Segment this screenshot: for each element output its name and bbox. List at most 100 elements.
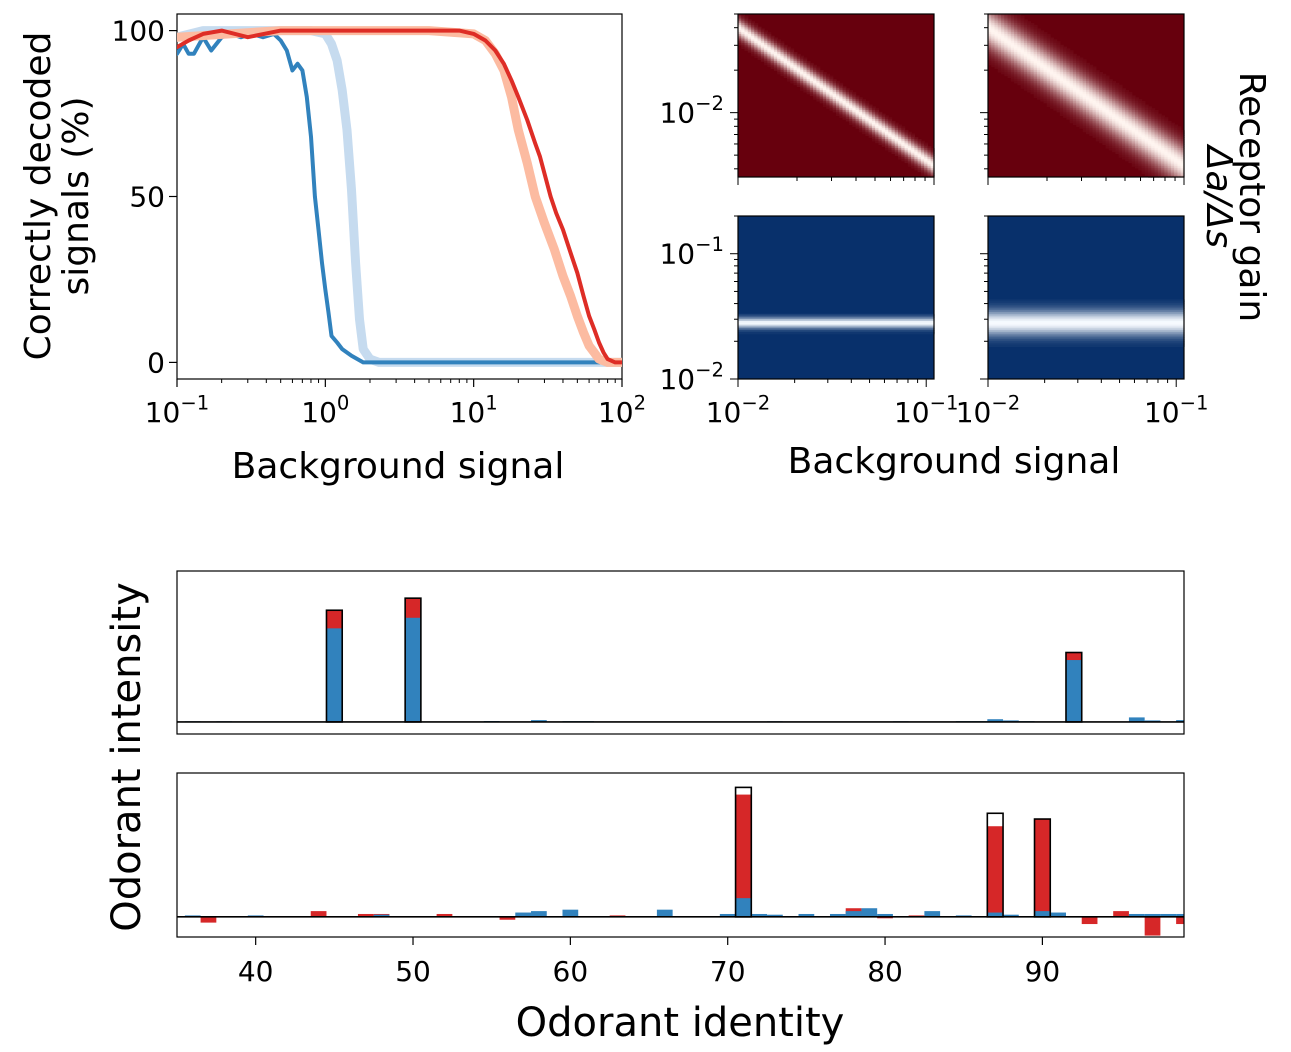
heatmap-cell <box>767 44 772 48</box>
heatmap-cell <box>1014 73 1018 77</box>
heatmap-cell <box>1141 124 1146 127</box>
heatmap-cell <box>1043 82 1048 86</box>
heatmap-cell <box>1148 144 1152 147</box>
heatmap-cell <box>738 322 935 326</box>
heatmap-cell <box>770 59 775 62</box>
heatmap-cell <box>1138 158 1143 162</box>
heatmap-cell <box>832 86 837 89</box>
heatmap-cell <box>914 153 919 156</box>
heatmap-cell <box>1066 61 1071 64</box>
heatmap-cell <box>822 81 827 84</box>
heatmap-cell <box>1020 82 1025 86</box>
heatmap-cell <box>816 84 821 88</box>
heatmap-cell <box>819 91 824 95</box>
heatmap-cell <box>751 24 755 28</box>
heatmap-cell <box>1148 126 1152 129</box>
heatmap-cell <box>1086 111 1090 115</box>
heatmap-cell <box>997 46 1002 50</box>
heatmap-cell <box>1056 61 1061 64</box>
heatmap-cell <box>1043 59 1048 62</box>
heatmap-cell <box>1180 129 1185 133</box>
heatmap-cell <box>1079 93 1084 97</box>
heatmap-cell <box>809 90 814 93</box>
heatmap-cell <box>822 104 827 107</box>
heatmap-cell <box>1157 126 1162 129</box>
heatmap-cell <box>1030 32 1035 35</box>
heatmap-cell <box>1112 104 1116 107</box>
bar-red <box>357 913 374 917</box>
heatmap-cell <box>871 137 876 140</box>
heatmap-cell <box>1135 126 1139 129</box>
heatmap-cell <box>1157 155 1162 158</box>
heatmap-cell <box>738 317 935 320</box>
heatmap-cell <box>894 122 899 126</box>
heatmap-cell <box>917 142 922 145</box>
heatmap-cell <box>1141 122 1146 126</box>
heatmap-cell <box>997 28 1002 31</box>
heatmap-cell <box>1082 79 1087 82</box>
heatmap-cell <box>888 119 893 122</box>
heatmap-cell <box>1082 126 1087 129</box>
heatmap-cell <box>1112 148 1116 151</box>
heatmap-cell <box>1089 100 1094 104</box>
heatmap-cell <box>1053 59 1058 62</box>
heatmap-cell <box>1151 158 1156 162</box>
heatmap-cell <box>1138 117 1143 120</box>
heatmap-cell <box>891 140 896 144</box>
heatmap-cell <box>1053 44 1058 48</box>
heatmap-cell <box>1141 133 1146 136</box>
heatmap-cell <box>757 50 762 53</box>
heatmap-cell <box>773 61 778 64</box>
heatmap-cell <box>1050 55 1054 59</box>
heatmap-cell <box>1069 66 1074 69</box>
heatmap-cell <box>1046 99 1051 102</box>
heatmap-cell <box>1154 144 1159 147</box>
heatmap-cell <box>865 133 870 136</box>
heatmap-cell <box>1037 91 1041 95</box>
heatmap-cell <box>1180 164 1185 167</box>
heatmap-cell <box>1118 144 1123 147</box>
heatmap-cell <box>988 61 992 64</box>
heatmap-cell <box>1118 151 1123 155</box>
heatmap-cell <box>988 313 1185 317</box>
heatmap-cell <box>1131 100 1136 104</box>
heatmap-cell <box>1017 48 1022 51</box>
heatmap-cell <box>1164 171 1169 174</box>
heatmap-cell <box>1020 68 1025 71</box>
heatmap-cell <box>1004 37 1009 40</box>
heatmap-cell <box>1037 32 1041 35</box>
heatmap-cell <box>1112 133 1116 136</box>
heatmap-cell <box>1135 131 1139 135</box>
heatmap-cell <box>988 35 992 39</box>
heatmap-cell <box>1161 146 1165 149</box>
heatmap-cell <box>1105 122 1110 126</box>
heatmap-cell <box>991 61 996 64</box>
heatmap-cell <box>1170 153 1175 156</box>
line-series-1 <box>177 31 622 365</box>
heatmap-cell <box>1115 113 1120 117</box>
heatmap-cell <box>806 73 811 77</box>
heatmap-cell <box>1135 140 1139 144</box>
heatmap-cell <box>738 326 935 329</box>
heatmap-cell <box>773 57 778 60</box>
heatmap-cell <box>1027 62 1032 66</box>
heatmap-cell <box>911 166 915 169</box>
heatmap-cell <box>1056 81 1061 84</box>
heatmap-cell <box>1023 21 1028 24</box>
heatmap-cell <box>1177 160 1182 164</box>
heatmap-cell <box>1138 166 1143 169</box>
heatmap-cell <box>994 15 999 19</box>
heatmap-cell <box>1102 111 1107 115</box>
heatmap-cell <box>1023 81 1028 84</box>
heatmap-cell <box>1030 28 1035 31</box>
heatmap-cell <box>1086 97 1090 100</box>
heatmap-cell <box>1053 41 1058 44</box>
heatmap-cell <box>894 135 899 138</box>
heatmap-cell <box>1023 48 1028 51</box>
line-chart-ylabel-line1: Correctly decoded <box>18 32 59 361</box>
heatmap-cell <box>1017 41 1022 44</box>
heatmap-cell <box>826 84 831 88</box>
heatmap-cell <box>1053 81 1058 84</box>
heatmap-cell <box>1108 93 1113 97</box>
heatmap-cell <box>1056 52 1061 55</box>
